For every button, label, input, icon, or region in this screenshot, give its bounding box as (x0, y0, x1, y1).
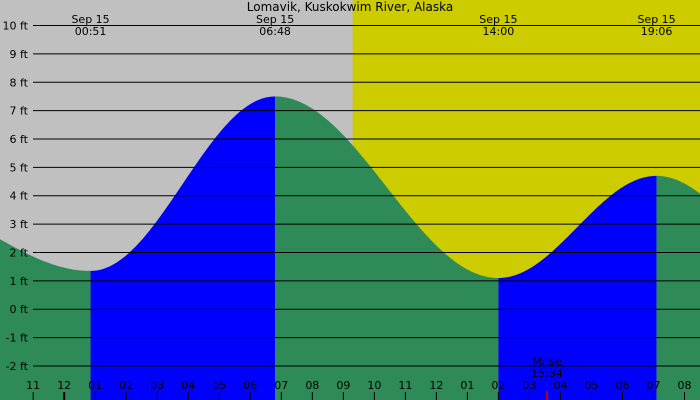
y-tick-label: -1 ft (6, 332, 29, 345)
tide-event-time: 06:48 (259, 25, 291, 38)
hour-tick-label: 02 (119, 379, 133, 392)
y-tick-label: 2 ft (10, 246, 29, 259)
tide-event-time: 19:06 (641, 25, 673, 38)
hour-tick-label: 12 (429, 379, 443, 392)
y-tick-label: 5 ft (10, 161, 29, 174)
tide-event-time: 00:51 (75, 25, 107, 38)
hour-tick-label: 11 (398, 379, 412, 392)
y-tick-label: 0 ft (10, 303, 29, 316)
hour-tick-label: 08 (677, 379, 691, 392)
tide-event-date: Sep 15 (479, 13, 517, 26)
hour-tick-label: 09 (336, 379, 350, 392)
hour-tick-label: 01 (460, 379, 474, 392)
hour-tick-label: 07 (646, 379, 660, 392)
falling-tide-area (275, 96, 499, 400)
hour-tick-label: 03 (522, 379, 536, 392)
y-tick-label: 9 ft (10, 48, 29, 61)
x-axis-hour-labels: 11 12 01 02 03 04 05 06 07 08 09 10 11 12 01 02 03 04 05 06… (26, 379, 691, 400)
hour-tick-label: 06 (615, 379, 629, 392)
hour-tick-label: 05 (584, 379, 598, 392)
moon-event-time: 15:34 (531, 367, 563, 380)
chart-title: Lomavik, Kuskokwim River, Alaska (247, 0, 453, 14)
y-tick-label: 7 ft (10, 105, 29, 118)
y-tick-label: 3 ft (10, 218, 29, 231)
hour-tick-label: 08 (305, 379, 319, 392)
y-tick-label: 4 ft (10, 190, 29, 203)
y-tick-label: 1 ft (10, 275, 29, 288)
hour-tick-label: 04 (181, 379, 195, 392)
hour-tick-label: 04 (553, 379, 567, 392)
tide-event-time: 14:00 (483, 25, 515, 38)
moon-event-label: Mrise (532, 355, 562, 368)
hour-tick-label: 07 (274, 379, 288, 392)
tide-event-date: Sep 15 (71, 13, 109, 26)
rising-tide-area (498, 175, 657, 400)
grid-lines (33, 25, 700, 367)
hour-tick-label: 03 (150, 379, 164, 392)
tide-areas (0, 96, 700, 400)
y-tick-label: 8 ft (10, 76, 29, 89)
y-axis-labels: -2 ft -1 ft 0 ft 1 ft 2 ft 3 ft 4 ft 5 ft 6 ft 7 … (3, 20, 29, 373)
hour-tick-label: 05 (212, 379, 226, 392)
y-tick-label: 10 ft (3, 20, 29, 33)
y-tick-label: 6 ft (10, 133, 29, 146)
hour-tick-label: 02 (491, 379, 505, 392)
rising-tide-area (90, 96, 276, 400)
falling-tide-area (0, 239, 91, 400)
hour-tick-label: 06 (243, 379, 257, 392)
tide-event-date: Sep 15 (637, 13, 675, 26)
hour-tick-label: 01 (88, 379, 102, 392)
falling-tide-area (656, 175, 700, 400)
hour-tick-label: 10 (367, 379, 381, 392)
y-tick-label: -2 ft (6, 360, 29, 373)
hour-tick-label: 12 (57, 379, 71, 392)
tide-event-date: Sep 15 (256, 13, 294, 26)
hour-tick-label: 11 (26, 379, 40, 392)
